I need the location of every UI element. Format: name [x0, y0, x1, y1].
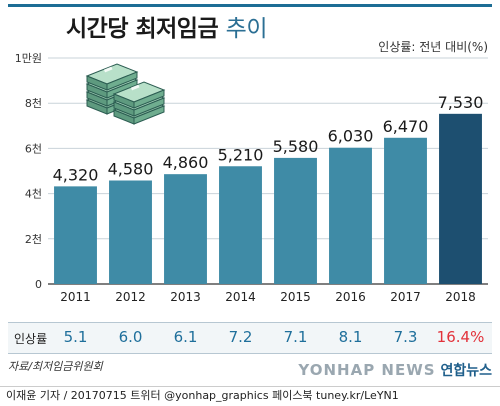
y-tick-label: 4천	[25, 187, 42, 201]
title-main: 시간당 최저임금	[66, 16, 219, 42]
y-tick-label: 0	[35, 278, 42, 291]
rate-value: 8.1	[338, 328, 363, 346]
y-tick-label: 1만원	[15, 52, 42, 65]
y-tick-label: 8천	[25, 96, 42, 110]
title-block: 시간당 최저임금 추이	[8, 4, 492, 43]
value-label: 4,580	[108, 159, 154, 178]
value-label: 5,580	[273, 137, 319, 156]
y-tick-label: 2천	[25, 232, 42, 246]
x-tick-label: 2017	[390, 290, 421, 304]
value-label: 4,860	[163, 153, 209, 172]
rate-value: 7.3	[393, 328, 418, 346]
watermark: YONHAP NEWS	[298, 361, 436, 379]
bar-2018	[439, 113, 482, 285]
title-sub: 추이	[225, 16, 268, 42]
bar-2016	[329, 147, 372, 284]
bar-2015	[274, 157, 317, 284]
x-tick-label: 2013	[170, 290, 201, 304]
rate-value: 6.1	[173, 328, 198, 346]
logo: YONHAP NEWS 연합뉴스	[298, 360, 492, 380]
bar-2013	[164, 174, 207, 284]
value-label: 6,470	[383, 117, 429, 136]
x-tick-label: 2012	[115, 290, 146, 304]
credit-line: 이재윤 기자 / 20170715 트위터 @yonhap_graphics 페…	[0, 386, 500, 406]
source-note: 자료/최저임금위원회	[8, 360, 103, 373]
rate-value: 7.1	[283, 328, 308, 346]
value-label: 7,530	[438, 93, 484, 112]
x-tick-label: 2018	[445, 290, 476, 304]
rate-value: 7.2	[228, 328, 253, 346]
x-tick-label: 2014	[225, 290, 256, 304]
value-label: 5,210	[218, 145, 264, 164]
rate-label: 인상률	[14, 332, 48, 346]
value-label: 6,030	[328, 127, 374, 146]
y-tick-label: 6천	[25, 141, 42, 155]
rate-value: 6.0	[118, 328, 143, 346]
bar-2017	[384, 137, 427, 284]
bar-2012	[109, 180, 152, 284]
bar-chart: 0 2천 4천 6천 8천 1만원 4,320 2011 4,580 2012 4,860 2013 5…	[15, 52, 488, 304]
logo-text: 연합뉴스	[440, 363, 492, 379]
x-tick-label: 2015	[280, 290, 311, 304]
rate-value: 16.4%	[436, 328, 485, 346]
x-tick-label: 2016	[335, 290, 366, 304]
legend-note: 인상률: 전년 대비(%)	[378, 40, 488, 54]
money-stack-icon	[85, 63, 166, 125]
page-title: 시간당 최저임금 추이	[66, 9, 267, 43]
x-tick-label: 2011	[60, 290, 91, 304]
rate-value: 5.1	[63, 328, 88, 346]
bar-2011	[54, 186, 97, 284]
value-label: 4,320	[53, 165, 99, 184]
rate-row: 인상률 5.1 6.0 6.1 7.2 7.1 8.1 7.3 16.4%	[8, 322, 492, 354]
bar-2014	[219, 166, 262, 284]
